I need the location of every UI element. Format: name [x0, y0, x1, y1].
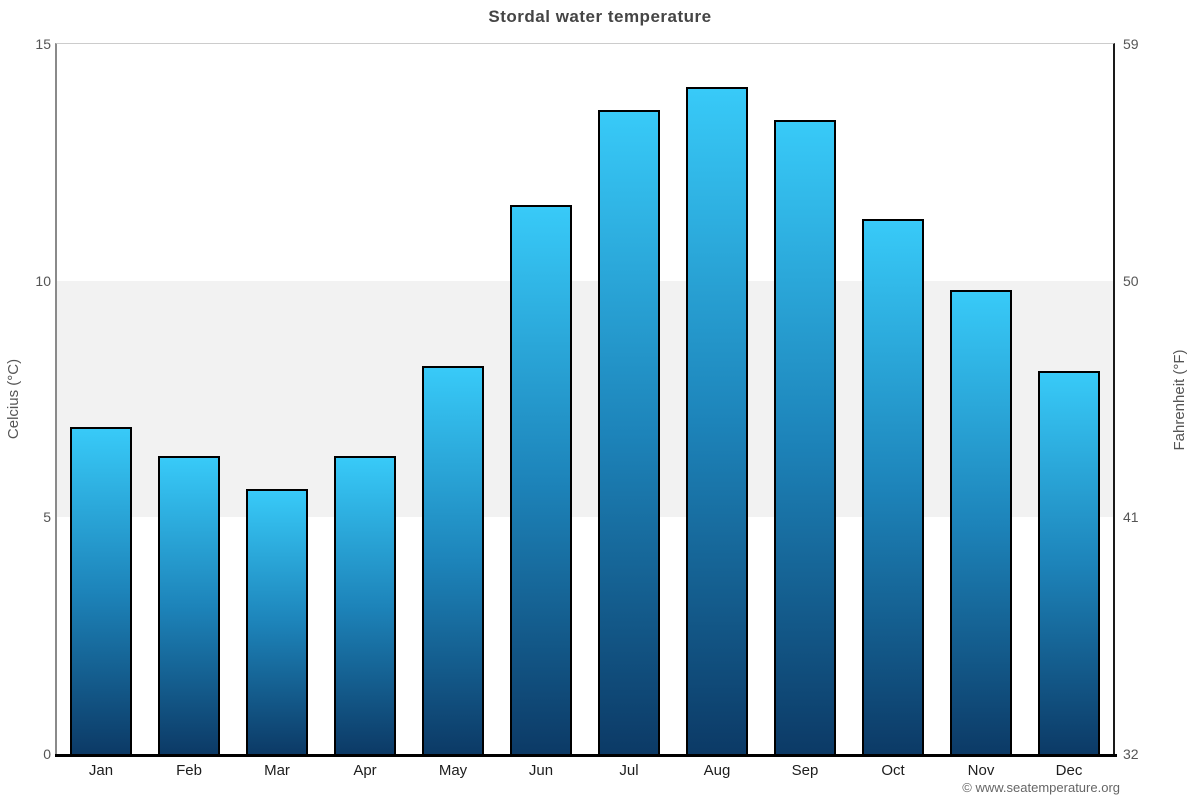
x-tick-label-feb: Feb — [176, 762, 202, 779]
chart-title: Stordal water temperature — [488, 7, 712, 26]
x-tick-label-jan: Jan — [88, 762, 114, 779]
y-axis-ticks-celsius: 15 10 5 0 — [0, 0, 51, 800]
copyright: © www.seatemperature.org — [962, 780, 1120, 795]
bar-aug[interactable] — [686, 86, 748, 754]
bar-nov[interactable] — [950, 290, 1012, 754]
x-tick-label-apr: Apr — [353, 762, 377, 779]
x-tick-label-may: May — [438, 762, 468, 779]
x-tick-label-dec: Dec — [1055, 762, 1083, 779]
bar-apr[interactable] — [334, 455, 396, 754]
bar-feb[interactable] — [158, 455, 220, 754]
x-tick-label-jul: Jul — [619, 762, 639, 779]
y-tick-fahrenheit-41: 41 — [1123, 509, 1139, 526]
y-tick-celsius-5: 5 — [43, 509, 51, 526]
alternate-grid-band — [57, 280, 1113, 518]
bar-oct[interactable] — [862, 219, 924, 754]
y-tick-celsius-0: 0 — [43, 746, 51, 762]
bar-sep[interactable] — [774, 119, 836, 754]
bar-dec[interactable] — [1038, 370, 1100, 754]
x-tick-label-sep: Sep — [791, 762, 819, 779]
bar-mar[interactable] — [246, 488, 308, 754]
y-tick-celsius-10: 10 — [35, 272, 51, 289]
x-tick-label-aug: Aug — [703, 762, 731, 779]
x-tick-label-mar: Mar — [264, 762, 290, 779]
x-tick-label-oct: Oct — [881, 762, 905, 779]
bar-jun[interactable] — [510, 204, 572, 754]
y-tick-celsius-15: 15 — [35, 36, 51, 52]
x-tick-label-nov: Nov — [967, 762, 995, 779]
bar-jul[interactable] — [598, 110, 660, 754]
x-tick-label-jun: Jun — [528, 762, 554, 779]
bar-jan[interactable] — [70, 427, 132, 754]
plot-area — [55, 43, 1115, 754]
x-axis-line — [55, 754, 1117, 757]
y-tick-fahrenheit-32: 32 — [1123, 746, 1139, 762]
y-tick-fahrenheit-59: 59 — [1123, 36, 1139, 52]
bar-may[interactable] — [422, 365, 484, 754]
y-axis-ticks-fahrenheit: 59 50 41 32 — [1123, 0, 1183, 800]
y-tick-fahrenheit-50: 50 — [1123, 272, 1139, 289]
